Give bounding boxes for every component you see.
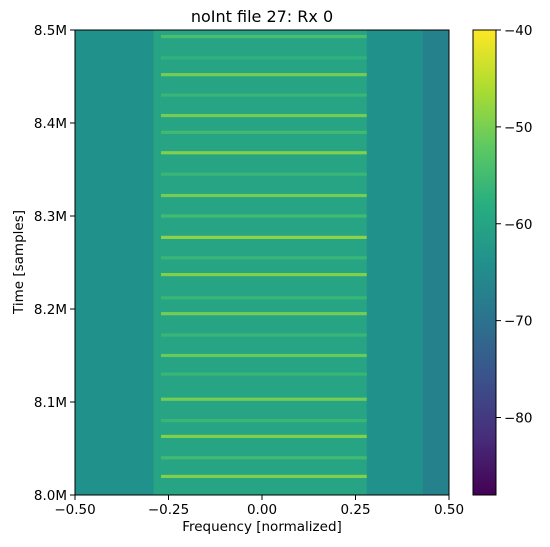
colorbar-tick-label: −60 [504,217,533,233]
y-tick-label: 8.4M [34,116,67,132]
burst-line [161,235,367,239]
burst-line [161,397,367,401]
burst-line [161,272,367,277]
edge-region [422,30,449,495]
colorbar-tick-label: −70 [504,314,533,330]
y-tick-label: 8.0M [34,488,67,504]
colorbar-tick-label: −50 [504,120,533,136]
burst-line [161,372,367,376]
burst-line [161,172,367,176]
y-axis-label: Time [samples] [11,210,27,315]
x-tick-label: 0.00 [247,502,277,518]
burst-line [161,151,367,155]
burst-line [161,34,367,39]
burst-line [161,214,367,218]
burst-line [161,353,367,358]
burst-line [161,113,367,118]
x-tick-label: 0.50 [434,502,464,518]
y-tick-label: 8.5M [34,23,67,39]
burst-line [161,296,367,300]
chart-title: noInt file 27: Rx 0 [191,7,333,26]
colorbar [472,29,497,496]
x-tick-label: −0.50 [54,502,95,518]
burst-line [161,434,367,439]
x-tick-label: −0.25 [148,502,189,518]
burst-line [161,474,367,478]
burst-line [161,419,367,423]
heatmap-area [75,30,449,495]
burst-line [161,312,367,316]
burst-line [161,56,367,60]
colorbar-tick-label: −80 [504,411,533,427]
burst-line [161,333,367,337]
burst-line [161,193,367,198]
signal-band [153,30,367,495]
burst-line [161,456,367,460]
burst-line [161,130,367,134]
x-axis-label: Frequency [normalized] [182,519,342,535]
y-tick-label: 8.3M [34,209,67,225]
y-tick-label: 8.2M [34,302,67,318]
burst-line [161,93,367,97]
burst-line [161,256,367,260]
burst-line [161,73,367,77]
x-tick-label: 0.25 [340,502,370,518]
colorbar-tick-label: −40 [504,23,533,39]
y-tick-label: 8.1M [34,395,67,411]
